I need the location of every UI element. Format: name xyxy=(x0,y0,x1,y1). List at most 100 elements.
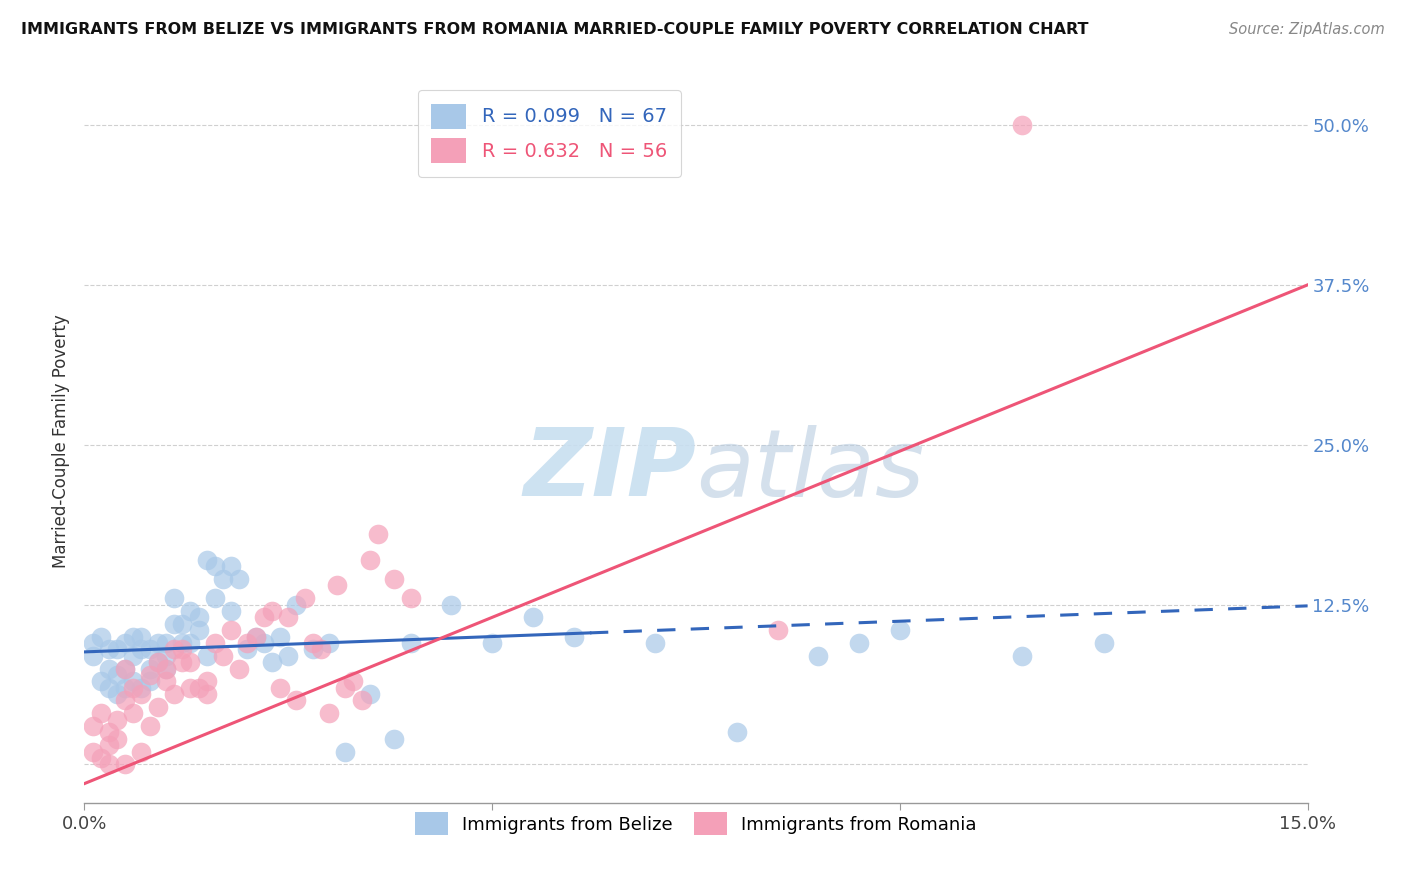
Point xyxy=(105,668,128,682)
Point xyxy=(359,687,381,701)
Point xyxy=(195,687,218,701)
Point xyxy=(260,655,283,669)
Point xyxy=(122,630,145,644)
Point xyxy=(97,661,120,675)
Point xyxy=(131,630,153,644)
Point xyxy=(90,706,112,721)
Point xyxy=(155,648,177,663)
Y-axis label: Married-Couple Family Poverty: Married-Couple Family Poverty xyxy=(52,315,70,568)
Point xyxy=(179,655,201,669)
Point xyxy=(399,591,422,606)
Point xyxy=(399,636,422,650)
Point xyxy=(335,745,357,759)
Point xyxy=(195,648,218,663)
Point xyxy=(807,648,830,663)
Point xyxy=(155,661,177,675)
Point xyxy=(228,572,250,586)
Point xyxy=(301,642,323,657)
Point xyxy=(155,674,177,689)
Point xyxy=(326,578,349,592)
Point xyxy=(146,699,169,714)
Point xyxy=(114,661,136,675)
Point xyxy=(204,591,226,606)
Point xyxy=(163,616,186,631)
Point xyxy=(172,655,194,669)
Point xyxy=(562,630,585,644)
Point xyxy=(97,757,120,772)
Point xyxy=(122,681,145,695)
Text: atlas: atlas xyxy=(696,425,924,516)
Point xyxy=(163,642,186,657)
Point xyxy=(179,636,201,650)
Point xyxy=(187,623,209,637)
Point xyxy=(138,642,160,657)
Point xyxy=(114,681,136,695)
Point xyxy=(219,559,242,574)
Point xyxy=(97,681,120,695)
Point xyxy=(367,527,389,541)
Point xyxy=(204,636,226,650)
Point xyxy=(522,610,544,624)
Point xyxy=(285,598,308,612)
Point xyxy=(318,636,340,650)
Text: IMMIGRANTS FROM BELIZE VS IMMIGRANTS FROM ROMANIA MARRIED-COUPLE FAMILY POVERTY : IMMIGRANTS FROM BELIZE VS IMMIGRANTS FRO… xyxy=(21,22,1088,37)
Point xyxy=(146,655,169,669)
Point xyxy=(277,648,299,663)
Point xyxy=(105,687,128,701)
Point xyxy=(350,693,373,707)
Point xyxy=(155,636,177,650)
Point xyxy=(382,731,405,746)
Point xyxy=(82,636,104,650)
Point xyxy=(204,559,226,574)
Point xyxy=(179,604,201,618)
Point xyxy=(245,630,267,644)
Point xyxy=(105,713,128,727)
Point xyxy=(236,636,259,650)
Point xyxy=(253,636,276,650)
Point xyxy=(131,681,153,695)
Point xyxy=(219,604,242,618)
Point xyxy=(1011,648,1033,663)
Point xyxy=(105,731,128,746)
Point xyxy=(114,693,136,707)
Point xyxy=(146,655,169,669)
Point xyxy=(195,674,218,689)
Point xyxy=(131,687,153,701)
Point xyxy=(114,661,136,675)
Point xyxy=(318,706,340,721)
Point xyxy=(138,719,160,733)
Point xyxy=(138,674,160,689)
Point xyxy=(294,591,316,606)
Point xyxy=(269,630,291,644)
Point xyxy=(1011,118,1033,132)
Point xyxy=(105,642,128,657)
Point xyxy=(253,610,276,624)
Point xyxy=(481,636,503,650)
Point xyxy=(644,636,666,650)
Point xyxy=(342,674,364,689)
Point xyxy=(228,661,250,675)
Point xyxy=(301,636,323,650)
Point xyxy=(236,642,259,657)
Point xyxy=(277,610,299,624)
Point xyxy=(212,648,235,663)
Point xyxy=(335,681,357,695)
Point xyxy=(82,745,104,759)
Point xyxy=(138,661,160,675)
Point xyxy=(122,706,145,721)
Point xyxy=(97,738,120,752)
Point xyxy=(172,616,194,631)
Point xyxy=(382,572,405,586)
Point xyxy=(219,623,242,637)
Point xyxy=(195,553,218,567)
Point xyxy=(285,693,308,707)
Point xyxy=(260,604,283,618)
Text: Source: ZipAtlas.com: Source: ZipAtlas.com xyxy=(1229,22,1385,37)
Point xyxy=(82,648,104,663)
Point xyxy=(90,751,112,765)
Point xyxy=(82,719,104,733)
Point xyxy=(269,681,291,695)
Legend: Immigrants from Belize, Immigrants from Romania: Immigrants from Belize, Immigrants from … xyxy=(406,803,986,845)
Point xyxy=(122,674,145,689)
Point xyxy=(114,757,136,772)
